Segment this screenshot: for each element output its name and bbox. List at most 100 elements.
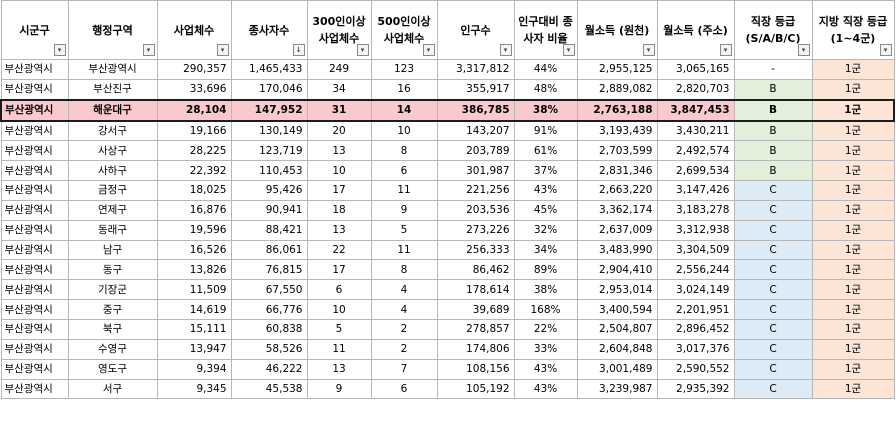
cell-500plus[interactable]: 4 (370, 279, 438, 301)
cell-biz-count[interactable]: 9,345 (156, 378, 232, 400)
cell-population[interactable]: 301,987 (436, 160, 515, 182)
cell-income-source[interactable]: 2,604,848 (576, 338, 658, 360)
cell-biz-count[interactable]: 9,394 (156, 358, 232, 380)
cell-sigungu[interactable]: 부산광역시 (0, 78, 69, 101)
cell-income-source[interactable]: 3,193,439 (576, 120, 658, 142)
cell-ratio[interactable]: 38% (513, 279, 578, 301)
cell-local-tier[interactable]: 1군 (811, 199, 895, 221)
cell-income-address[interactable]: 2,492,574 (656, 140, 735, 162)
cell-income-source[interactable]: 2,763,188 (576, 98, 658, 122)
cell-sigungu[interactable]: 부산광역시 (0, 378, 69, 400)
cell-job-grade[interactable]: C (733, 338, 813, 360)
cell-local-tier[interactable]: 1군 (811, 378, 895, 400)
filter-dropdown-icon[interactable]: ▾ (356, 44, 369, 56)
filter-dropdown-icon[interactable]: ▾ (216, 44, 229, 56)
filter-dropdown-icon[interactable]: ▾ (719, 44, 732, 56)
cell-500plus[interactable]: 10 (370, 120, 438, 142)
header-region[interactable]: 행정구역 ▾ (67, 0, 158, 60)
cell-500plus[interactable]: 14 (370, 98, 438, 122)
cell-500plus[interactable]: 2 (370, 318, 438, 340)
cell-300plus[interactable]: 13 (306, 358, 372, 380)
header-job-grade[interactable]: 직장 등급 (S/A/B/C) ▾ (733, 0, 813, 60)
cell-local-tier[interactable]: 1군 (811, 299, 895, 320)
cell-income-source[interactable]: 2,831,346 (576, 160, 658, 182)
cell-income-address[interactable]: 3,065,165 (656, 59, 735, 80)
cell-local-tier[interactable]: 1군 (811, 59, 895, 80)
cell-sigungu[interactable]: 부산광역시 (0, 259, 69, 281)
cell-population[interactable]: 203,789 (436, 140, 515, 162)
header-ratio[interactable]: 인구대비 종사자 비율 ▾ (513, 0, 578, 60)
cell-worker-count[interactable]: 130,149 (230, 120, 308, 142)
cell-worker-count[interactable]: 1,465,433 (230, 59, 308, 80)
cell-sigungu[interactable]: 부산광역시 (0, 59, 69, 80)
cell-worker-count[interactable]: 67,550 (230, 279, 308, 301)
cell-worker-count[interactable]: 95,426 (230, 180, 308, 201)
cell-ratio[interactable]: 91% (513, 120, 578, 142)
cell-sigungu[interactable]: 부산광역시 (0, 219, 69, 241)
cell-500plus[interactable]: 8 (370, 259, 438, 281)
cell-ratio[interactable]: 32% (513, 219, 578, 241)
cell-job-grade[interactable]: B (733, 140, 813, 162)
cell-500plus[interactable]: 6 (370, 378, 438, 400)
cell-job-grade[interactable]: C (733, 279, 813, 301)
cell-population[interactable]: 221,256 (436, 180, 515, 201)
header-population[interactable]: 인구수 ▾ (436, 0, 515, 60)
table-row[interactable]: 부산광역시 동래구 19,596 88,421 13 5 273,226 32% 2,637,0… (0, 219, 895, 241)
cell-biz-count[interactable]: 22,392 (156, 160, 232, 182)
cell-region[interactable]: 부산광역시 (67, 59, 158, 80)
cell-worker-count[interactable]: 88,421 (230, 219, 308, 241)
cell-300plus[interactable]: 6 (306, 279, 372, 301)
cell-biz-count[interactable]: 28,225 (156, 140, 232, 162)
cell-ratio[interactable]: 22% (513, 318, 578, 340)
cell-region[interactable]: 남구 (67, 239, 158, 261)
cell-income-source[interactable]: 3,362,174 (576, 199, 658, 221)
cell-region[interactable]: 해운대구 (67, 98, 158, 122)
cell-sigungu[interactable]: 부산광역시 (0, 239, 69, 261)
cell-ratio[interactable]: 43% (513, 358, 578, 380)
table-row[interactable]: 부산광역시 연제구 16,876 90,941 18 9 203,536 45% 3,362,1… (0, 199, 895, 221)
table-row[interactable]: 부산광역시 강서구 19,166 130,149 20 10 143,207 91% 3,193… (0, 120, 895, 142)
cell-300plus[interactable]: 20 (306, 120, 372, 142)
cell-job-grade[interactable]: B (733, 78, 813, 101)
cell-local-tier[interactable]: 1군 (811, 318, 895, 340)
cell-population[interactable]: 86,462 (436, 259, 515, 281)
header-300plus[interactable]: 300인이상 사업체수 ▾ (306, 0, 372, 60)
cell-income-address[interactable]: 2,556,244 (656, 259, 735, 281)
table-row[interactable]: 부산광역시 동구 13,826 76,815 17 8 86,462 89% 2,904,410… (0, 259, 895, 281)
cell-population[interactable]: 256,333 (436, 239, 515, 261)
cell-worker-count[interactable]: 86,061 (230, 239, 308, 261)
cell-income-source[interactable]: 3,483,990 (576, 239, 658, 261)
filter-dropdown-icon[interactable]: ▾ (422, 44, 435, 56)
cell-local-tier[interactable]: 1군 (811, 180, 895, 201)
cell-biz-count[interactable]: 18,025 (156, 180, 232, 201)
cell-500plus[interactable]: 8 (370, 140, 438, 162)
filter-dropdown-icon[interactable]: ▾ (797, 44, 810, 56)
cell-ratio[interactable]: 43% (513, 378, 578, 400)
cell-ratio[interactable]: 48% (513, 78, 578, 101)
cell-income-address[interactable]: 2,935,392 (656, 378, 735, 400)
cell-income-address[interactable]: 3,147,426 (656, 180, 735, 201)
cell-local-tier[interactable]: 1군 (811, 338, 895, 360)
cell-local-tier[interactable]: 1군 (811, 358, 895, 380)
cell-biz-count[interactable]: 13,826 (156, 259, 232, 281)
filter-dropdown-icon[interactable]: ▾ (562, 44, 575, 56)
cell-region[interactable]: 강서구 (67, 120, 158, 142)
cell-job-grade[interactable]: C (733, 299, 813, 320)
cell-income-address[interactable]: 3,183,278 (656, 199, 735, 221)
cell-region[interactable]: 동래구 (67, 219, 158, 241)
cell-job-grade[interactable]: C (733, 378, 813, 400)
cell-biz-count[interactable]: 14,619 (156, 299, 232, 320)
cell-500plus[interactable]: 6 (370, 160, 438, 182)
cell-income-address[interactable]: 3,430,211 (656, 120, 735, 142)
cell-biz-count[interactable]: 16,876 (156, 199, 232, 221)
cell-region[interactable]: 기장군 (67, 279, 158, 301)
cell-income-address[interactable]: 2,896,452 (656, 318, 735, 340)
cell-300plus[interactable]: 11 (306, 338, 372, 360)
cell-local-tier[interactable]: 1군 (811, 120, 895, 142)
cell-worker-count[interactable]: 46,222 (230, 358, 308, 380)
cell-worker-count[interactable]: 60,838 (230, 318, 308, 340)
cell-ratio[interactable]: 33% (513, 338, 578, 360)
table-row[interactable]: 부산광역시 부산광역시 290,357 1,465,433 249 123 3,317,81… (0, 59, 895, 80)
cell-income-address[interactable]: 2,820,703 (656, 78, 735, 101)
cell-income-source[interactable]: 3,400,594 (576, 299, 658, 320)
